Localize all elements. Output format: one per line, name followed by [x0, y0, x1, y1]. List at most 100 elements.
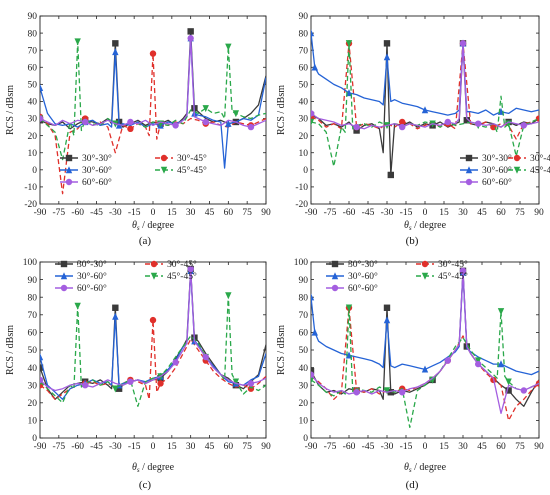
panel-c-series-30-60-point [40, 353, 44, 361]
panel-a-y-tick-label: 90 [28, 12, 38, 22]
panel-b-y-tick-label: -10 [295, 183, 308, 193]
panel-d-series-45-45-line [311, 307, 539, 429]
panel-a-legend-label: 60°-60° [82, 177, 112, 188]
panel-d-series-30-30-point [383, 304, 391, 311]
panel-d-series-30-60-line [311, 271, 539, 376]
panel-d-legend-swatch-marker [331, 284, 339, 292]
panel-c-x-tick-label: 45 [205, 442, 215, 452]
panel-d-x-axis-label-theta: θ [404, 462, 409, 473]
panel-c-x-axis-label-theta: θ [132, 462, 137, 473]
panel-a-series-60-60-point [82, 118, 89, 126]
panel-b-series-60-60-point [399, 123, 406, 131]
panel-a-x-tick-label: 0 [151, 208, 156, 218]
panel-a-series-30-30-point [112, 40, 119, 47]
panel-a-y-tick-label: 50 [28, 81, 38, 91]
panel-b-x-tick-label: -45 [362, 208, 375, 218]
panel-b-y-tick-label: 40 [299, 98, 309, 108]
panel-b-series-30-30-point [387, 171, 394, 179]
panel-b-y-tick-label: 90 [299, 12, 309, 22]
panel-d-series-30-45-line [311, 307, 539, 422]
panel-a-legend-label: 45°-45° [177, 165, 207, 176]
panel-c-x-tick-label: -15 [128, 442, 141, 452]
panel-c-y-tick-label: 100 [23, 258, 38, 268]
panel-a-plot-frame [39, 15, 267, 205]
panel-a-series-45-45-point [225, 43, 232, 51]
panel-b-legend-label: 45°-45° [530, 165, 550, 176]
panel-c-x-axis-label-unit: / degree [140, 462, 175, 473]
panel-c-series-60-60-point [187, 265, 194, 273]
panel-b-legend-label: 30°-60° [482, 165, 512, 176]
panel-d-y-tick-label: 100 [294, 258, 309, 268]
panel-a-series-45-45-line [40, 40, 266, 161]
panel-c-x-axis-label: θs / degree [132, 462, 175, 474]
panel-c-label: (c) [139, 479, 152, 491]
panel-a-x-axis-label-theta: θ [132, 220, 137, 231]
panel-c-legend-label: 30°-45° [167, 259, 197, 270]
panel-d-series-30-60-point [383, 316, 391, 324]
panel-b-series-30-45-point [399, 118, 406, 126]
panel-b-x-axis-label-unit: / degree [412, 220, 447, 231]
panel-c-series-30-45-point [149, 316, 157, 324]
panel-a-series-60-60-point [247, 123, 255, 131]
panel-a-series-30-60-point [225, 119, 232, 127]
panel-d-series-60-60-point [353, 389, 360, 396]
panel-a-series-30-45-point [127, 125, 134, 132]
panel-c-x-tick-label: -30 [109, 442, 122, 452]
panel-c-x-tick-label: 0 [151, 442, 156, 452]
panel-d-series-60-60-point [399, 389, 406, 396]
panel-d-series-60-60-point [459, 267, 467, 274]
panel-d-series-60-60-line [311, 270, 539, 415]
panel-c-legend-swatch-marker [60, 284, 68, 292]
panel-a-x-axis-label-unit: / degree [140, 220, 175, 231]
panel-d-y-axis-label: RCS / dBsm [276, 325, 287, 375]
panel-b-series-60-60-point [459, 40, 467, 47]
panel-b: -20 -10 0 10 20 30 40 50 60 70 80 90 -90 -75 -60 -45 -30… [295, 12, 550, 218]
panel-c-y-tick-label: 60 [28, 329, 38, 339]
panel-b-x-tick-label: -15 [400, 208, 413, 218]
panel-c-series-30-60-point [112, 312, 119, 320]
panel-d-legend-label: 30°-45° [438, 259, 468, 270]
panel-b-x-axis-label-sub: s [409, 224, 412, 232]
panel-b-x-tick-label: 60 [496, 208, 506, 218]
panel-c-legend-swatch-marker [60, 272, 68, 280]
panel-c-y-tick-label: 30 [28, 381, 38, 391]
panel-c-legend-item: 45°-45° [145, 271, 197, 282]
panel-b-legend-item: 30°-30° [460, 153, 512, 164]
panel-a-series-30-30-line [40, 30, 266, 130]
panel-a-series-60-60-point [127, 118, 134, 126]
panel-c-series-group [40, 265, 266, 407]
panel-c-x-tick-label: -90 [34, 442, 47, 452]
panel-b-legend-label: 60°-60° [482, 177, 512, 188]
panel-a-x-tick-label: 15 [167, 208, 177, 218]
panel-b-series-group [311, 29, 539, 179]
panel-d-x-axis-label: θs / degree [404, 462, 447, 474]
panel-a-legend-swatch-marker [65, 166, 73, 174]
panel-c-legend-item: 30°-60° [55, 271, 107, 282]
panel-b-series-30-45-point [535, 115, 539, 122]
panel-a-series-60-60-line [40, 37, 266, 128]
panel-b-x-tick-label: -90 [305, 208, 318, 218]
panel-b-x-axis-label: θs / degree [404, 220, 447, 232]
panel-a-y-axis-label: RCS / dBsm [5, 85, 16, 135]
panel-d-series-30-30-point [505, 387, 512, 394]
panel-a-x-tick-label: -45 [90, 208, 103, 218]
panel-b-series-30-30-point [383, 40, 391, 47]
panel-a-y-tick-label: -10 [24, 183, 37, 193]
panel-b-legend-swatch-marker [465, 154, 473, 162]
panel-c-series-30-30-point [40, 364, 44, 371]
panel-d-x-tick-label: 90 [534, 442, 544, 452]
panel-b-y-axis-label: RCS / dBsm [276, 85, 287, 135]
panel-b-legend-swatch-marker [513, 154, 521, 162]
panel-d-x-tick-label: -30 [381, 442, 394, 452]
panel-b-legend: 30°-30° 30°-45° 30°-60° 45°-45° 60°-60° [460, 153, 550, 188]
panel-a: -20 -10 0 10 20 30 40 50 60 70 80 90 -90 -75 -60 -45 -30… [24, 12, 271, 218]
panel-a-series-30-60-point [40, 83, 44, 91]
panel-b-series-30-60-point [421, 106, 429, 114]
panel-d-legend-swatch-marker [421, 272, 429, 280]
panel-d-series-45-45-point [505, 378, 512, 386]
panel-a-y-tick-label: 0 [32, 166, 37, 176]
panel-d-x-tick-label: 15 [439, 442, 449, 452]
panel-d-y-tick-label: 90 [299, 276, 309, 286]
panel-b-series-30-60-point [311, 29, 315, 37]
panel-a-y-tick-label: 30 [28, 115, 38, 125]
